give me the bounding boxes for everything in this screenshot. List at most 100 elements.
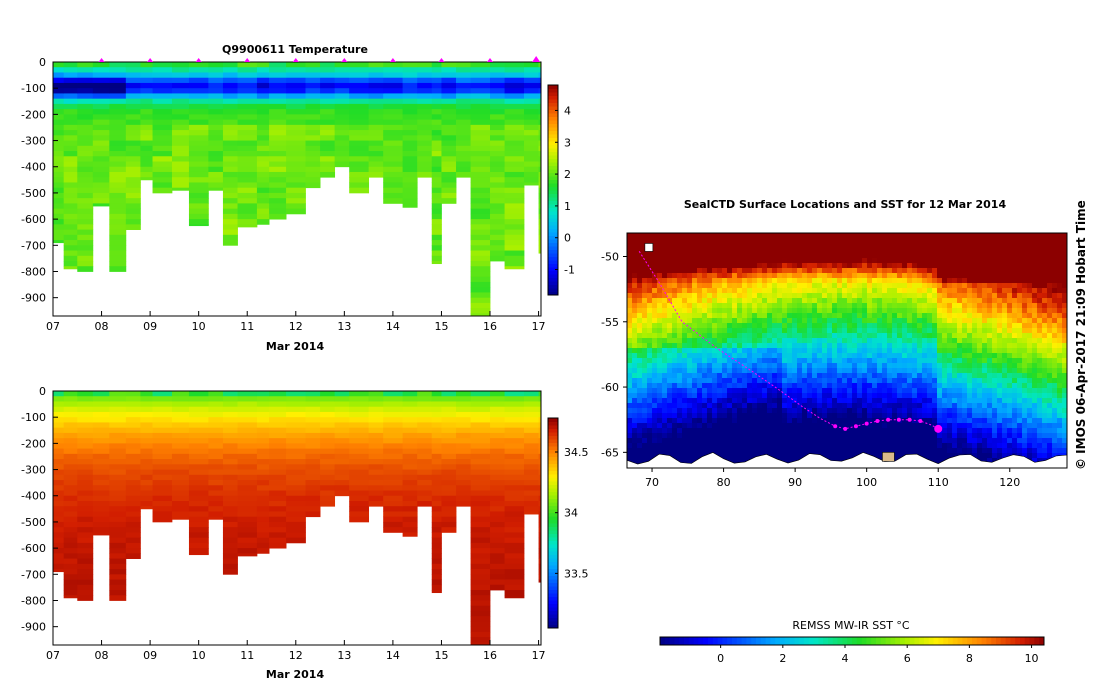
sst-cell <box>912 348 918 354</box>
sst-cell <box>947 358 953 364</box>
sst-cell <box>757 328 763 334</box>
sst-cell <box>787 323 793 329</box>
sst-cell <box>732 313 738 319</box>
sst-cell <box>922 288 928 294</box>
sst-cell <box>967 358 973 364</box>
sst-cell <box>1042 303 1048 309</box>
sst-cell <box>822 313 828 319</box>
sst-cell <box>772 338 778 344</box>
sst-cell <box>807 353 813 359</box>
sst-cell <box>902 318 908 324</box>
sst-cell <box>847 258 853 264</box>
sst-cell <box>952 358 958 364</box>
sst-cell <box>642 233 648 239</box>
sst-cell <box>1037 363 1043 369</box>
sst-cell <box>992 258 998 264</box>
colorbar-segment <box>548 197 558 201</box>
sst-cell <box>862 233 868 239</box>
heatmap-cell <box>504 574 525 580</box>
sst-cell <box>897 308 903 314</box>
sst-cell <box>692 248 698 254</box>
sst-cell <box>682 238 688 244</box>
heatmap-cell <box>431 480 442 486</box>
sst-cell <box>817 363 823 369</box>
sst-cell <box>937 313 943 319</box>
colorbar-segment <box>548 558 558 562</box>
sst-cell <box>837 283 843 289</box>
sst-cell <box>1037 258 1043 264</box>
heatmap-cell <box>349 109 370 115</box>
heatmap-cell <box>77 192 94 199</box>
sst-cell <box>807 238 813 244</box>
sst-cell <box>1057 368 1063 374</box>
sst-cell <box>1007 258 1013 264</box>
sst-cell <box>847 268 853 274</box>
sst-cell <box>827 333 833 339</box>
sst-cell <box>877 248 883 254</box>
heatmap-cell <box>256 198 270 204</box>
heatmap-cell <box>320 98 336 105</box>
sst-cell <box>632 278 638 284</box>
sst-cell <box>847 378 853 384</box>
sst-cell <box>757 343 763 349</box>
heatmap-cell <box>490 198 505 204</box>
heatmap-cell <box>402 490 418 497</box>
heatmap-cell <box>125 480 141 486</box>
heatmap-cell <box>92 130 110 136</box>
sst-cell <box>837 348 843 354</box>
heatmap-cell <box>320 135 336 141</box>
heatmap-cell <box>53 516 65 523</box>
heatmap-cell <box>490 459 505 465</box>
sst-cell <box>917 313 923 319</box>
sst-cell <box>732 318 738 324</box>
sst-cell <box>902 333 908 339</box>
heatmap-cell <box>417 432 433 439</box>
heatmap-cell <box>538 485 541 491</box>
sst-cell <box>1012 378 1018 384</box>
sst-cell <box>702 243 708 249</box>
heatmap-cell <box>349 427 370 434</box>
sst-cell <box>877 258 883 264</box>
sst-cell <box>687 353 693 359</box>
y-tick-label: -400 <box>21 490 46 503</box>
heatmap-cell <box>63 396 78 402</box>
heatmap-cell <box>256 396 270 402</box>
sst-cell <box>632 318 638 324</box>
sst-cell <box>957 343 963 349</box>
sst-cell <box>947 363 953 369</box>
sst-cell <box>842 278 848 284</box>
sst-cell <box>832 268 838 274</box>
sst-cell <box>1037 233 1043 239</box>
heatmap-cell <box>92 93 110 100</box>
sst-cell <box>807 303 813 309</box>
sst-cell <box>822 238 828 244</box>
sst-cell <box>727 338 733 344</box>
heatmap-cell <box>490 77 505 84</box>
sst-cell <box>682 388 688 394</box>
heatmap-cell <box>417 417 433 423</box>
sst-cell <box>787 328 793 334</box>
sst-cell <box>992 343 998 349</box>
sst-cell <box>1007 363 1013 369</box>
heatmap-cell <box>77 553 94 559</box>
heatmap-cell <box>524 103 539 110</box>
sst-cell <box>867 313 873 319</box>
sst-cell <box>902 323 908 329</box>
heatmap-cell <box>456 495 471 502</box>
sst-cell <box>1007 278 1013 284</box>
sst-cell <box>922 323 928 329</box>
sst-cell <box>877 318 883 324</box>
heatmap-cell <box>188 98 209 105</box>
sst-cell <box>642 238 648 244</box>
sst-cell <box>842 363 848 369</box>
heatmap-cell <box>431 500 442 507</box>
sst-cell <box>837 268 843 274</box>
sst-cell <box>967 353 973 359</box>
heatmap-cell <box>222 140 238 147</box>
heatmap-cell <box>237 448 258 455</box>
sst-cell <box>972 308 978 314</box>
heatmap-cell <box>188 521 209 528</box>
sst-cell <box>882 353 888 359</box>
heatmap-cell <box>368 109 384 115</box>
sst-cell <box>897 373 903 379</box>
